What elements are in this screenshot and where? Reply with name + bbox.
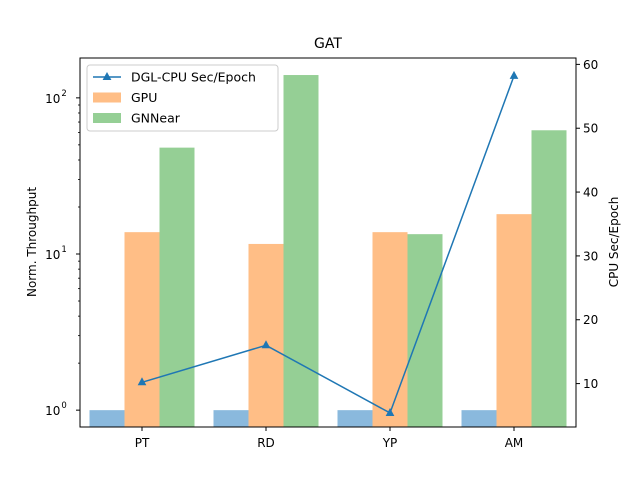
legend-label: GPU <box>131 90 157 105</box>
x-tick-label: PT <box>135 436 150 450</box>
y2-tick-label: 40 <box>583 186 598 200</box>
y-axis-right-label: CPU Sec/Epoch <box>607 197 621 288</box>
bar-baseline-pt <box>89 410 125 427</box>
bar-gpu-yp <box>372 232 408 427</box>
marker-dgl-cpu-yp <box>385 407 395 416</box>
bars-layer <box>89 75 567 427</box>
x-tick-label: YP <box>382 436 398 450</box>
marker-dgl-cpu-rd <box>261 340 271 349</box>
y-tick-label: 100 <box>45 401 67 418</box>
legend-box <box>86 64 279 132</box>
y-tick-label: 102 <box>45 89 67 106</box>
marker-dgl-cpu-pt <box>137 377 147 386</box>
legend-swatch-gpu <box>93 92 121 103</box>
y-axis-left: 100 101 102 <box>45 89 80 418</box>
x-tick-label: AM <box>505 436 524 450</box>
legend-swatch-marker <box>102 72 112 80</box>
legend: DGL-CPU Sec/Epoch GPU GNNear <box>86 64 279 132</box>
plot-frame <box>79 57 577 428</box>
line-layer <box>137 70 519 416</box>
y-axis-left-label: Norm. Throughput <box>25 187 39 297</box>
y-tick-label: 101 <box>45 245 67 262</box>
bar-gnnear-pt <box>159 147 195 427</box>
chart-title: GAT <box>314 36 342 52</box>
legend-swatch-gnnear <box>93 113 121 123</box>
y2-tick-label: 10 <box>583 377 598 391</box>
y2-tick-label: 50 <box>583 122 598 136</box>
line-dgl-cpu <box>141 75 515 415</box>
y-axis-right: 10 20 30 40 50 60 <box>576 58 598 391</box>
bar-gpu-rd <box>248 243 284 427</box>
bar-gnnear-rd <box>283 75 319 427</box>
x-tick-label: RD <box>257 436 275 450</box>
y2-tick-label: 30 <box>583 249 598 263</box>
y2-tick-label: 60 <box>583 58 598 72</box>
legend-label: GNNear <box>131 111 181 126</box>
bar-baseline-am <box>461 410 497 427</box>
bar-gpu-pt <box>124 232 160 427</box>
y2-tick-label: 20 <box>583 313 598 327</box>
bar-baseline-yp <box>337 410 373 427</box>
x-axis: PT RD YP AM <box>135 427 524 450</box>
marker-dgl-cpu-am <box>509 70 519 79</box>
legend-label: DGL-CPU Sec/Epoch <box>131 70 256 85</box>
bar-gnnear-am <box>531 130 567 427</box>
bar-gnnear-yp <box>407 234 443 427</box>
bar-gpu-am <box>496 214 532 427</box>
bar-baseline-rd <box>213 410 249 427</box>
